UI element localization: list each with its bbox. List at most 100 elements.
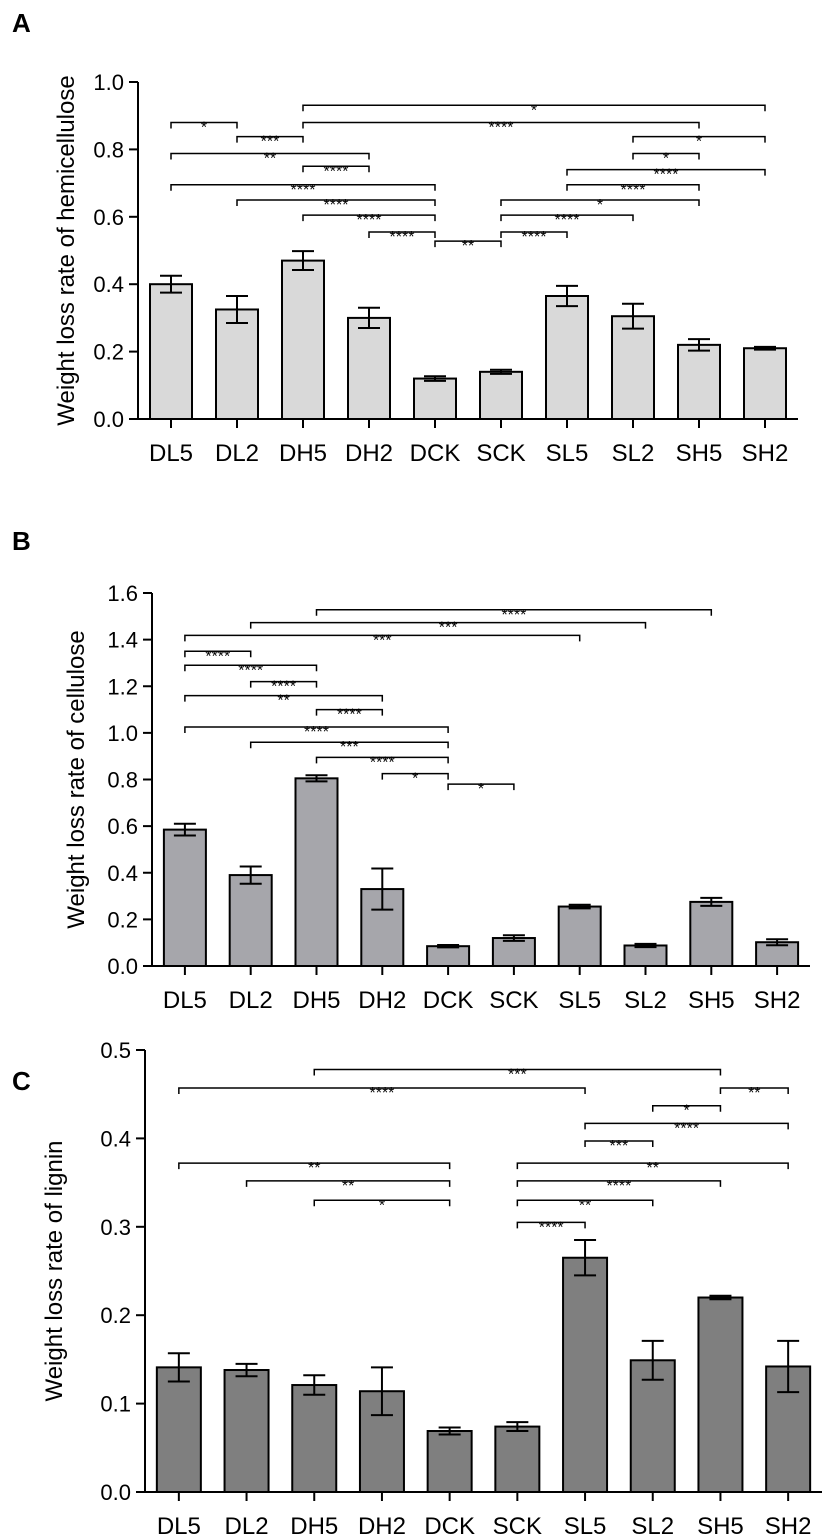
- significance-label: ****: [522, 229, 547, 246]
- significance-bracket: [170, 152, 370, 160]
- y-tick-label: 0.2: [107, 907, 138, 932]
- bar: [629, 1359, 676, 1493]
- significance-label: ****: [674, 1120, 699, 1137]
- bar: [426, 945, 471, 968]
- y-tick-label: 0.6: [93, 205, 124, 230]
- significance-bracket: [632, 152, 700, 160]
- significance-label: *: [201, 119, 207, 136]
- significance-label: ***: [508, 1066, 527, 1083]
- significance-bracket: [302, 121, 700, 129]
- significance-label: *: [696, 134, 702, 151]
- significance-bracket: [170, 184, 436, 191]
- significance-bracket: [184, 634, 581, 642]
- significance-label: ****: [291, 182, 316, 199]
- category-label: SL2: [631, 1513, 674, 1538]
- y-tick-label: 0.0: [100, 1480, 131, 1505]
- category-label: DCK: [424, 1513, 475, 1538]
- category-label: SCK: [493, 1513, 542, 1538]
- y-tick-label: 0.2: [100, 1303, 131, 1328]
- significance-label: **: [308, 1160, 320, 1177]
- significance-bracket: [249, 741, 449, 749]
- significance-label: ****: [337, 707, 362, 724]
- significance-bracket: [313, 1199, 451, 1207]
- panel-a: A 0.0 0.2 0.4 0.6 0.8 1.0 Weight loss rate of …: [0, 0, 839, 500]
- significance-label: ****: [555, 212, 580, 229]
- significance-label: ****: [205, 648, 230, 665]
- bar: [294, 777, 339, 967]
- significance-label: ****: [304, 724, 329, 741]
- bar: [479, 370, 523, 421]
- bar: [291, 1384, 338, 1494]
- bar: [162, 828, 207, 968]
- y-tick-label: 0.3: [100, 1215, 131, 1240]
- significance-bracket: [313, 1068, 722, 1076]
- significance-label: ***: [340, 739, 359, 756]
- significance-label: ***: [610, 1138, 629, 1155]
- bar: [223, 1369, 270, 1493]
- significance-bracket: [178, 1162, 451, 1170]
- category-label: SH2: [765, 1513, 812, 1538]
- significance-label: ****: [370, 754, 395, 771]
- significance-label: **: [647, 1160, 659, 1177]
- y-axis-label: Weight loss rate of hemicellulose: [53, 75, 80, 425]
- category-label: DH5: [290, 1513, 338, 1538]
- significance-bracket: [516, 1162, 789, 1170]
- category-label: DL2: [225, 1513, 269, 1538]
- y-tick-label: 0.8: [107, 768, 138, 793]
- y-tick-label: 0.6: [107, 814, 138, 839]
- significance-label: ****: [489, 119, 514, 136]
- significance-label: *: [683, 1103, 689, 1120]
- chart-hemicellulose: 0.0 0.2 0.4 0.6 0.8 1.0 Weight loss rate of he…: [53, 70, 798, 467]
- significance-bracket: [184, 694, 384, 702]
- category-label: DCK: [410, 440, 461, 467]
- bar: [228, 874, 273, 967]
- significance-label: *: [531, 102, 537, 119]
- bar: [149, 283, 193, 421]
- category-label: SL2: [624, 987, 667, 1014]
- category-label: DCK: [423, 987, 474, 1014]
- significance-bracket: [236, 135, 304, 143]
- y-tick-label: 0.8: [93, 137, 124, 162]
- significance-bracket: [184, 664, 318, 672]
- significance-bracket: [500, 231, 568, 238]
- significance-bracket: [516, 1221, 586, 1229]
- significance-bracket: [566, 168, 766, 176]
- significance-bracket: [652, 1104, 722, 1112]
- significance-label: **: [579, 1197, 591, 1214]
- bar: [677, 343, 721, 420]
- category-label: DH2: [345, 440, 393, 467]
- chart-cellulose: 0.0 0.2 0.4 0.6 0.8 1.0 1.2 1.4 1.6 Weight loss r…: [63, 581, 810, 1014]
- significance-bracket: [500, 199, 700, 206]
- y-tick-label: 0.2: [93, 340, 124, 365]
- significance-bracket: [184, 650, 252, 658]
- significance-label: ****: [271, 679, 296, 696]
- y-tick-label: 0.0: [107, 954, 138, 979]
- y-axis-label: Weight loss rate of cellulose: [63, 630, 90, 928]
- significance-bracket: [315, 609, 713, 616]
- category-label: DH5: [279, 440, 327, 467]
- significance-bracket: [500, 214, 634, 222]
- significance-bracket: [245, 1180, 451, 1187]
- category-label: SL5: [558, 987, 601, 1014]
- y-tick-label: 0.5: [100, 1038, 131, 1063]
- bar: [155, 1366, 202, 1493]
- significance-bracket: [434, 240, 502, 248]
- category-label: DL5: [149, 440, 193, 467]
- bar: [562, 1256, 609, 1493]
- category-label: SL5: [564, 1513, 607, 1538]
- significance-label: ****: [501, 607, 526, 624]
- category-label: SH5: [688, 987, 735, 1014]
- significance-bracket: [566, 184, 700, 191]
- significance-label: ***: [261, 134, 280, 151]
- significance-bracket: [381, 772, 449, 780]
- significance-bracket: [249, 621, 647, 629]
- category-label: DH2: [358, 987, 406, 1014]
- significance-label: ****: [654, 167, 679, 184]
- bar: [347, 316, 391, 420]
- category-label: SH5: [676, 440, 723, 467]
- significance-bracket: [302, 104, 766, 112]
- significance-label: ****: [621, 182, 646, 199]
- category-label: SL2: [612, 440, 655, 467]
- bar: [215, 308, 259, 421]
- significance-label: *: [597, 197, 603, 214]
